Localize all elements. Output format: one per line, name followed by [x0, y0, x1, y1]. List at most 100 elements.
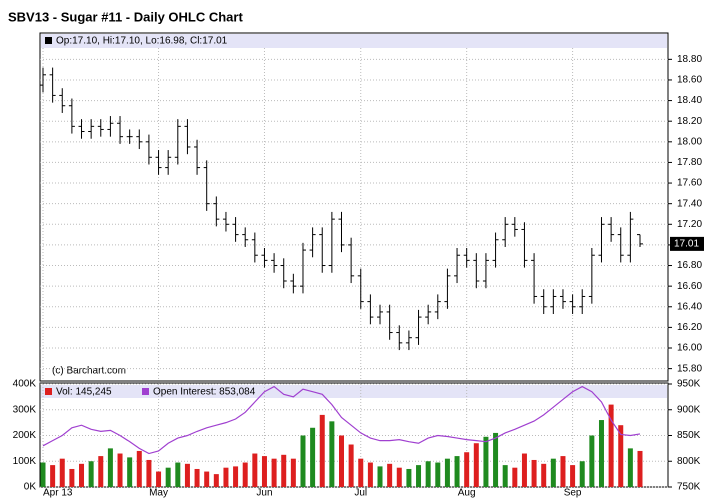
y-tick-label: 16.20: [677, 322, 702, 333]
volume-bar: [550, 458, 556, 487]
y2-tick-label: 900K: [677, 404, 701, 415]
volume-bar: [88, 461, 94, 487]
y-tick-label: 0K: [24, 482, 37, 493]
y-tick-label: 17.20: [677, 219, 702, 230]
y-tick-label: 18.00: [677, 136, 702, 147]
volume-bar: [156, 471, 162, 487]
volume-bar: [348, 444, 354, 487]
volume-bar: [50, 465, 56, 487]
volume-bar: [223, 467, 229, 487]
volume-bar: [589, 435, 595, 487]
volume-bar: [319, 414, 325, 487]
volume-bar: [136, 450, 142, 487]
volume-bar: [329, 421, 335, 487]
price-legend: Op:17.10, Hi:17.10, Lo:16.98, Cl:17.01: [56, 36, 228, 47]
volume-bar: [454, 456, 460, 487]
y-tick-label: 18.40: [677, 95, 702, 106]
volume-bar: [98, 456, 104, 487]
volume-bar: [127, 457, 133, 487]
volume-bar: [69, 468, 75, 487]
legend-label: Open Interest: 853,084: [153, 387, 256, 398]
volume-bar: [512, 467, 518, 487]
volume-bar: [59, 458, 65, 487]
legend-swatch: [142, 388, 149, 395]
volume-bar: [406, 468, 412, 487]
y-tick-label: 18.60: [677, 75, 702, 86]
y-tick-label: 100K: [13, 456, 37, 467]
volume-bar: [377, 466, 383, 487]
volume-bar: [598, 420, 604, 487]
volume-bar: [213, 474, 219, 487]
x-tick-label: Aug: [458, 488, 476, 499]
volume-bar: [396, 467, 402, 487]
volume-bar: [281, 454, 287, 487]
volume-bar: [521, 453, 527, 487]
y-tick-label: 17.80: [677, 157, 702, 168]
volume-bar: [579, 461, 585, 487]
volume-bar: [300, 435, 306, 487]
y2-tick-label: 750K: [677, 482, 701, 493]
y2-tick-label: 800K: [677, 456, 701, 467]
volume-bar: [310, 427, 316, 487]
y-tick-label: 15.80: [677, 363, 702, 374]
x-tick-label: May: [149, 488, 168, 499]
volume-bar: [358, 458, 364, 487]
y-tick-label: 200K: [13, 430, 37, 441]
price-header: [41, 34, 667, 48]
volume-bar: [242, 462, 248, 487]
volume-bar: [367, 462, 373, 487]
volume-bar: [560, 456, 566, 487]
volume-bar: [435, 462, 441, 487]
volume-bar: [290, 458, 296, 487]
open-interest-line: [42, 385, 641, 455]
x-tick-label: Apr 13: [43, 488, 73, 499]
volume-bar: [165, 467, 171, 487]
y2-tick-label: 850K: [677, 430, 701, 441]
chart-title: SBV13 - Sugar #11 - Daily OHLC Chart: [8, 9, 243, 24]
volume-bar: [464, 452, 470, 487]
price-panel: [39, 32, 669, 382]
volume-bar: [627, 448, 633, 487]
x-tick-label: Jun: [256, 488, 272, 499]
y-tick-label: 400K: [13, 379, 37, 390]
y-tick-label: 17.60: [677, 178, 702, 189]
volume-bar: [146, 459, 152, 487]
y-tick-label: 17.40: [677, 198, 702, 209]
volume-bar: [387, 463, 393, 487]
y-tick-label: 300K: [13, 404, 37, 415]
x-tick-label: Sep: [564, 488, 582, 499]
y-tick-label: 16.40: [677, 301, 702, 312]
volume-header: [41, 385, 667, 398]
volume-bar: [40, 462, 46, 487]
volume-bar: [618, 425, 624, 487]
y-tick-label: 16.60: [677, 281, 702, 292]
volume-bar: [79, 463, 85, 487]
volume-bar: [204, 471, 210, 487]
y-tick-label: 18.20: [677, 116, 702, 127]
volume-bar: [425, 461, 431, 487]
volume-bar: [502, 465, 508, 487]
last-price-label: 17.01: [674, 239, 699, 250]
volume-bar: [531, 459, 537, 487]
volume-bar: [271, 458, 277, 487]
volume-bar: [483, 436, 489, 487]
volume-bar: [117, 453, 123, 487]
y-tick-label: 16.80: [677, 260, 702, 271]
y2-tick-label: 950K: [677, 379, 701, 390]
volume-bar: [233, 466, 239, 487]
x-tick-label: Jul: [354, 488, 367, 499]
y-tick-label: 18.80: [677, 54, 702, 65]
volume-bar: [175, 462, 181, 487]
volume-bar: [184, 463, 190, 487]
volume-bar: [107, 448, 113, 487]
volume-bar: [570, 465, 576, 487]
volume-bar: [608, 404, 614, 487]
legend-swatch: [45, 388, 52, 395]
last-price-box: [670, 236, 704, 251]
volume-bar: [637, 450, 643, 487]
volume-bar: [541, 463, 547, 487]
legend-label: Vol: 145,245: [56, 387, 112, 398]
volume-bar: [194, 468, 200, 487]
volume-bar: [252, 453, 258, 487]
watermark: (c) Barchart.com: [52, 366, 126, 377]
